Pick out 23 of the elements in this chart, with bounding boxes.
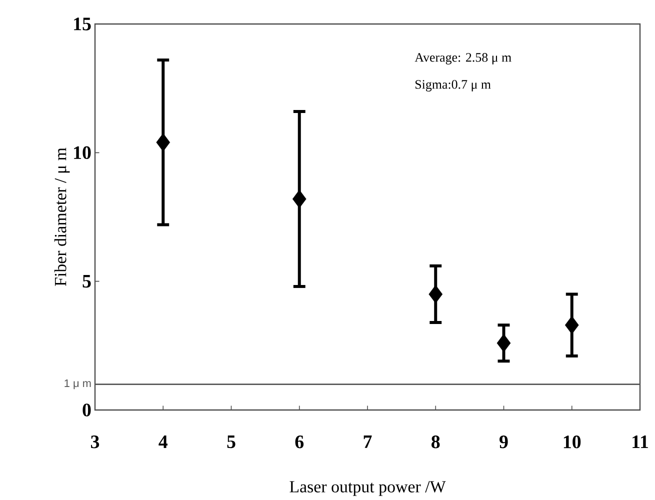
- x-tick-label: 10: [564, 436, 581, 448]
- x-tick-label: 3: [90, 436, 100, 448]
- point: [292, 190, 306, 208]
- point: [564, 316, 579, 334]
- ref-line-label: 1 μ m: [64, 379, 91, 390]
- x-tick-label: 5: [227, 436, 236, 448]
- annotation: Sigma:0.7 μ m: [415, 80, 491, 92]
- x-tick-label: 8: [432, 436, 440, 448]
- point: [428, 285, 443, 304]
- y-axis-title: Fiber diameter / μ m: [54, 148, 70, 286]
- x-tick-label: 9: [500, 436, 508, 448]
- x-tick-label: 11: [632, 436, 648, 448]
- y-tick-label: 10: [74, 146, 91, 160]
- point: [156, 133, 170, 152]
- x-axis-title: Laser output power /W: [290, 481, 446, 496]
- y-tick-label: 0: [82, 404, 91, 416]
- annotation: Average: 2.58 μ m: [414, 53, 512, 64]
- x-tick-label: 7: [364, 436, 372, 448]
- y-tick-label: 5: [82, 275, 91, 288]
- x-tick-label: 6: [295, 436, 304, 448]
- y-tick-label: 15: [74, 18, 91, 30]
- x-tick-label: 4: [158, 436, 168, 448]
- point: [496, 334, 511, 352]
